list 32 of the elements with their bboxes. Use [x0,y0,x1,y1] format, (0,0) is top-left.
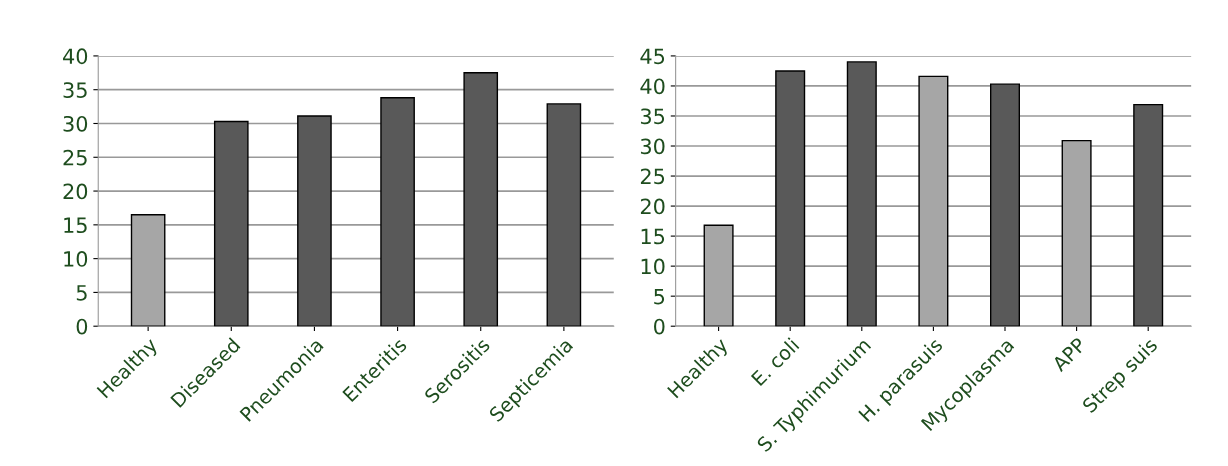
y-tick-label: 35 [640,108,665,125]
y-tick-label: 0 [76,318,88,335]
bar [1133,103,1164,327]
y-tick-label: 10 [641,258,665,275]
y-tick-label: 25 [63,149,87,166]
y-tick-label: 15 [64,217,87,234]
y-tick-label: 10 [64,251,88,267]
bar [130,214,166,327]
y-tick-label: 30 [63,115,88,132]
bar [380,97,415,327]
bar [918,75,949,327]
bar [703,224,734,327]
y-tick-label: 5 [76,285,87,301]
bar [1061,139,1092,327]
bar [846,61,877,327]
y-tick-label: 25 [640,168,665,185]
y-tick-label: 45 [640,48,665,65]
bar [546,103,582,327]
bar [463,72,499,327]
bar [775,70,806,327]
y-tick-label: 35 [63,82,87,98]
bar [213,120,249,327]
y-tick-label: 5 [654,288,665,305]
y-tick-label: 20 [63,183,88,200]
y-tick-label: 40 [640,78,665,95]
bar [297,115,332,327]
y-tick-label: 15 [641,228,665,245]
y-tick-label: 40 [63,48,88,65]
y-tick-label: 20 [640,198,665,215]
bar [989,83,1021,327]
y-tick-label: 0 [654,318,665,335]
y-tick-label: 30 [640,138,665,155]
